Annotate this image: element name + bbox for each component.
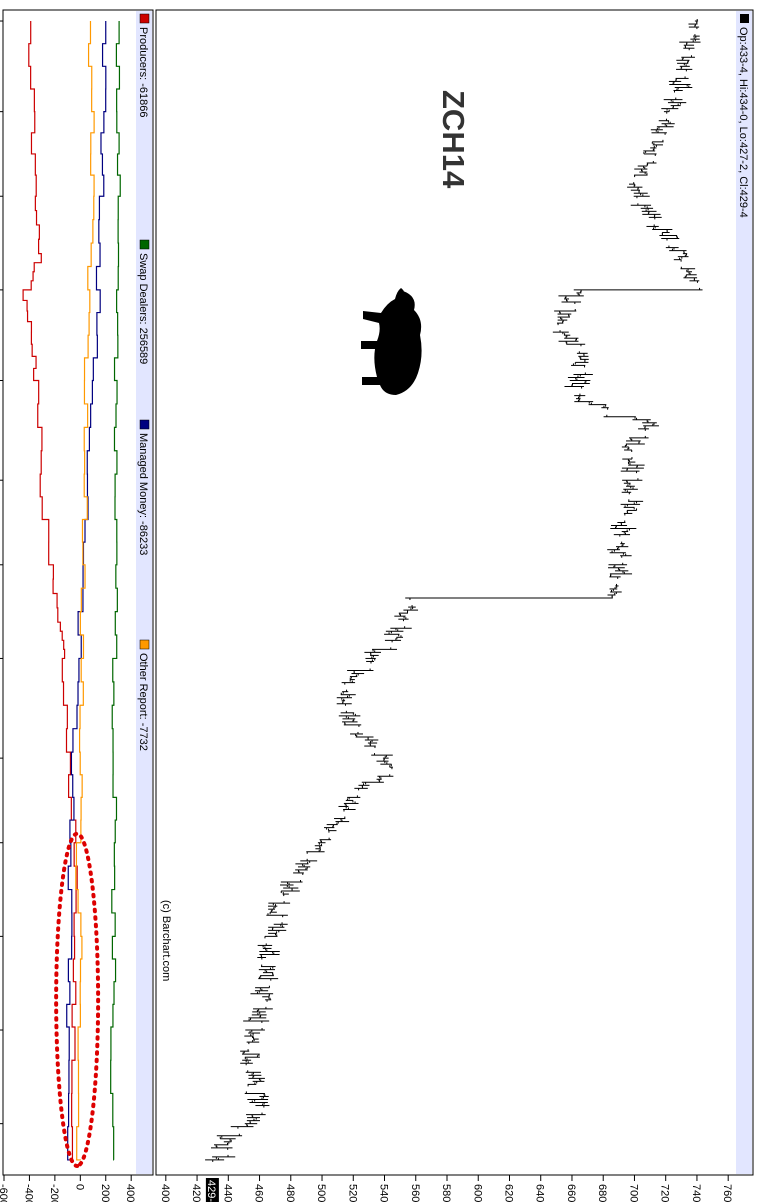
legend-swatch — [139, 13, 150, 24]
cot-series-line — [75, 21, 95, 1161]
cot-legend-bar — [136, 11, 152, 1174]
cot-panel-frame — [2, 9, 154, 1176]
price-tick-label: 440-0 — [221, 1184, 233, 1202]
bear-body — [361, 288, 422, 395]
price-tick-label: 500-0 — [315, 1184, 327, 1202]
price-tick-label: 600-0 — [471, 1184, 483, 1202]
price-tick-label: 620-0 — [502, 1184, 514, 1202]
price-tick-label: 580-0 — [440, 1184, 452, 1202]
price-tick-label: 460-0 — [253, 1184, 265, 1202]
price-tick-label: 480-0 — [284, 1184, 296, 1202]
legend-label: Managed Money: -86233 — [137, 433, 149, 555]
price-tick-label: 520-0 — [346, 1184, 358, 1202]
price-tick-label: 400-0 — [159, 1184, 171, 1202]
price-panel-frame — [155, 9, 754, 1176]
cot-tick-label: 0 — [73, 1184, 85, 1190]
cot-tick-label: -200000 — [48, 1184, 60, 1202]
legend-label: Swap Dealers: 256589 — [137, 253, 149, 364]
price-tick-label: 760-0 — [721, 1184, 733, 1202]
price-header-bar — [736, 11, 752, 1174]
ohlc-legend-swatch — [740, 14, 749, 23]
price-tick-label: 420-0 — [190, 1184, 202, 1202]
price-tick-label: 700-0 — [627, 1184, 639, 1202]
legend-swatch — [139, 419, 150, 430]
price-tick-label: 560-0 — [409, 1184, 421, 1202]
ohlc-readout: Op:433-4, Hi:434-0, Lo:427-2, Cl:429-4 — [737, 27, 749, 218]
cot-tick-label: -600000 — [0, 1184, 9, 1202]
price-tick-label: 640-0 — [534, 1184, 546, 1202]
price-tick-label: 680-0 — [596, 1184, 608, 1202]
last-price-box — [205, 1178, 219, 1202]
symbol-label: ZCH14 — [436, 90, 471, 189]
price-tick-label: 540-0 — [378, 1184, 390, 1202]
legend-label: Other Report: -7732 — [137, 653, 149, 751]
cot-tick-label: 400000 — [124, 1184, 136, 1202]
last-price-label: 429-4 — [205, 1180, 217, 1202]
legend-label: Producers: -61866 — [137, 27, 149, 118]
price-tick-label: 660-0 — [565, 1184, 577, 1202]
bear-icon — [361, 288, 422, 395]
legend-swatch — [139, 239, 150, 250]
cot-tick-label: -400000 — [22, 1184, 34, 1202]
cot-tick-label: 200000 — [99, 1184, 111, 1202]
highlight-ellipse — [54, 831, 101, 1168]
price-tick-label: 720-0 — [659, 1184, 671, 1202]
legend-swatch — [139, 639, 150, 650]
copyright-label: (c) Barchart.com — [160, 900, 172, 981]
price-tick-label: 740-0 — [690, 1184, 702, 1202]
cot-series-line — [110, 21, 121, 1161]
